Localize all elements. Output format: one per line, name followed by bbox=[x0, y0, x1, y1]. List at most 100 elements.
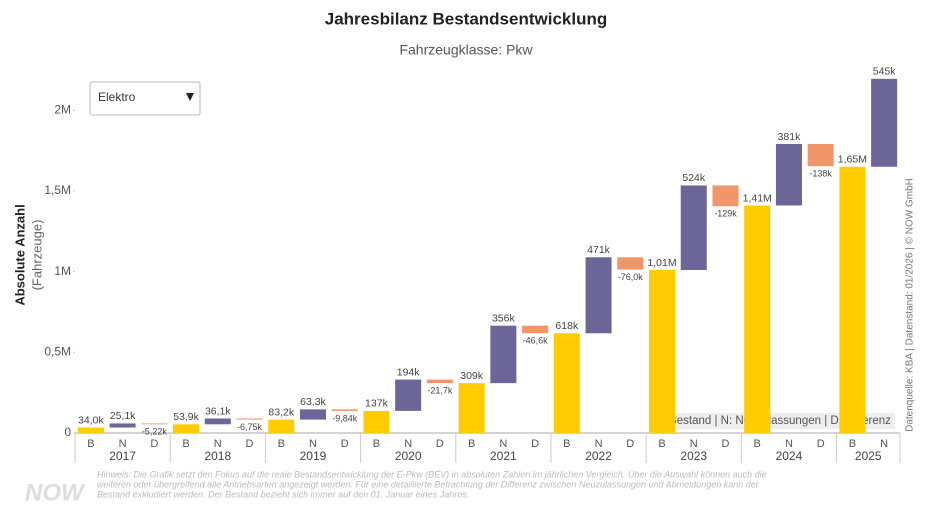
group-label: 2020 bbox=[395, 449, 422, 463]
value-label: -6,75k bbox=[237, 422, 263, 432]
bar bbox=[109, 423, 136, 428]
x-tick-label: B bbox=[849, 438, 856, 450]
footnote: Bestand exkludiert werden. Der Bestand b… bbox=[97, 489, 469, 499]
x-tick-label: B bbox=[563, 438, 570, 450]
x-tick-label: B bbox=[87, 438, 94, 450]
x-tick-label: D bbox=[436, 438, 444, 450]
x-tick-label: B bbox=[468, 438, 475, 450]
bar bbox=[871, 78, 898, 167]
y-tick-label: 1M bbox=[54, 264, 71, 278]
footnote: Hinweis: Die Grafik setzt den Fokus auf … bbox=[97, 469, 767, 479]
x-tick-label: D bbox=[626, 438, 634, 450]
x-tick-label: D bbox=[722, 438, 730, 450]
bar bbox=[553, 333, 580, 433]
bar bbox=[680, 185, 707, 271]
value-label: 53,9k bbox=[173, 411, 199, 423]
group-label: 2021 bbox=[490, 449, 517, 463]
value-label: -5,22k bbox=[142, 427, 168, 437]
bar bbox=[77, 427, 104, 433]
x-tick-label: N bbox=[880, 438, 888, 450]
x-tick-label: N bbox=[309, 438, 317, 450]
y-tick-label: 1,5M bbox=[44, 183, 71, 197]
y-tick-label: 0,5M bbox=[44, 344, 71, 358]
legend: B: Bestand | N: Neuzulassungen | D: Diff… bbox=[655, 415, 891, 427]
bar bbox=[395, 379, 422, 411]
value-label: 1,01M bbox=[647, 257, 676, 269]
value-label: 524k bbox=[682, 172, 706, 184]
group-label: 2024 bbox=[776, 449, 803, 463]
x-tick-label: B bbox=[278, 438, 285, 450]
x-tick-label: N bbox=[595, 438, 603, 450]
value-label: 1,65M bbox=[838, 154, 867, 166]
bar bbox=[141, 423, 168, 425]
value-label: 618k bbox=[555, 320, 579, 332]
value-label: 1,41M bbox=[743, 192, 772, 204]
chart-subtitle: Fahrzeugklasse: Pkw bbox=[399, 42, 533, 58]
dropdown-value[interactable]: Elektro bbox=[98, 90, 136, 104]
bar bbox=[173, 424, 200, 433]
x-tick-label: B bbox=[182, 438, 189, 450]
bar bbox=[649, 270, 676, 433]
bar bbox=[204, 418, 231, 425]
y-tick-label: 2M bbox=[54, 102, 71, 116]
bar bbox=[585, 257, 612, 334]
value-label: 309k bbox=[460, 370, 484, 382]
value-label: 83,2k bbox=[268, 406, 294, 418]
legend-box bbox=[652, 413, 895, 429]
group-label: 2022 bbox=[585, 449, 612, 463]
group-label: 2017 bbox=[109, 449, 136, 463]
logo: NOW bbox=[25, 479, 86, 506]
bar bbox=[839, 166, 866, 433]
x-tick-label: N bbox=[214, 438, 222, 450]
bar bbox=[712, 185, 739, 207]
x-tick-label: B bbox=[373, 438, 380, 450]
dropdown-box[interactable] bbox=[89, 81, 201, 116]
chart-title: Jahresbilanz Bestandsentwicklung bbox=[325, 9, 607, 28]
x-tick-label: D bbox=[150, 438, 158, 450]
value-label: 63,3k bbox=[300, 396, 326, 408]
group-label: 2025 bbox=[855, 449, 882, 463]
x-tick-label: N bbox=[690, 438, 698, 450]
footnote: weiteren oder übergreifend alle Antriebs… bbox=[97, 479, 760, 489]
value-label: 36,1k bbox=[205, 405, 231, 417]
value-label: -129k bbox=[714, 209, 737, 219]
x-tick-label: D bbox=[341, 438, 349, 450]
bar bbox=[236, 418, 263, 420]
x-tick-label: D bbox=[817, 438, 825, 450]
value-label: -46,6k bbox=[523, 336, 549, 346]
y-axis-title: Absolute Anzahl bbox=[12, 204, 27, 305]
x-tick-label: N bbox=[119, 438, 127, 450]
group-label: 2018 bbox=[204, 449, 231, 463]
bar bbox=[522, 325, 549, 334]
x-tick-label: D bbox=[246, 438, 254, 450]
value-label: 471k bbox=[587, 244, 611, 256]
group-label: 2023 bbox=[680, 449, 707, 463]
bar bbox=[775, 143, 802, 206]
x-tick-label: N bbox=[499, 438, 507, 450]
source-note: Datenquelle: KBA | Datenstand: 01/2026 |… bbox=[905, 178, 916, 432]
bar bbox=[744, 205, 771, 433]
bar bbox=[331, 409, 358, 411]
y-axis-subtitle: (Fahrzeuge) bbox=[29, 220, 44, 291]
x-tick-label: B bbox=[754, 438, 761, 450]
bar bbox=[617, 257, 644, 270]
bar bbox=[268, 419, 295, 433]
value-label: 194k bbox=[397, 366, 421, 378]
bar bbox=[458, 383, 485, 433]
value-label: 34,0k bbox=[78, 414, 104, 426]
value-label: 381k bbox=[778, 131, 802, 143]
value-label: 545k bbox=[873, 66, 897, 78]
value-label: -138k bbox=[809, 169, 832, 179]
y-tick-label: 0 bbox=[64, 425, 71, 439]
bar bbox=[299, 409, 326, 420]
bar bbox=[363, 410, 390, 433]
bar bbox=[426, 379, 453, 384]
x-tick-label: D bbox=[531, 438, 539, 450]
dropdown-arrow[interactable] bbox=[186, 93, 194, 101]
x-tick-label: B bbox=[658, 438, 665, 450]
dropdown[interactable]: Elektro bbox=[89, 81, 201, 116]
bar bbox=[490, 325, 517, 384]
group-label: 2019 bbox=[300, 449, 327, 463]
x-tick-label: N bbox=[785, 438, 793, 450]
